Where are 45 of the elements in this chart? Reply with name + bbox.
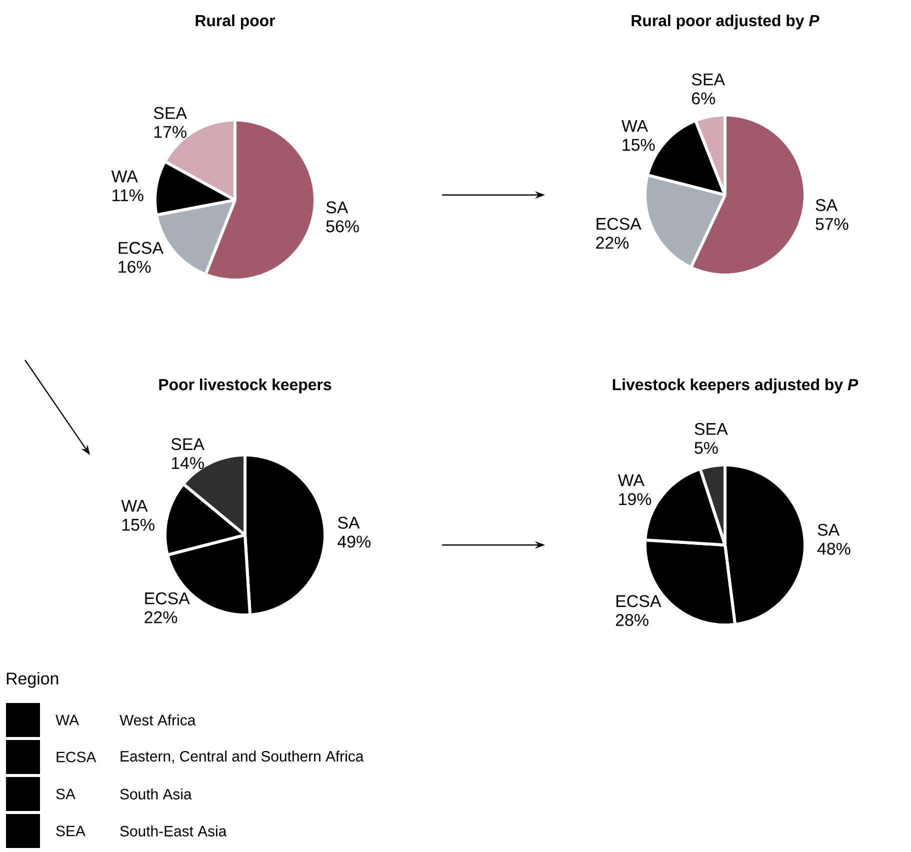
slice-label: ECSA [616, 595, 662, 608]
slice-label: SEA [692, 73, 726, 86]
data-label: 19% [619, 493, 652, 506]
data-label: 11% [112, 189, 144, 202]
slice-label: WA [622, 120, 648, 132]
slice-label: SA [818, 524, 840, 536]
slice-label: ECSA [596, 218, 642, 230]
slice-label: SA [816, 199, 838, 212]
data-label: 56% [326, 220, 359, 232]
slice-label: SA [338, 516, 360, 529]
slice-label: SEA [694, 422, 728, 435]
chart-title: Rural poor [196, 14, 276, 30]
chart-title: Livestock keepers adjusted by P [612, 378, 858, 394]
chart-title: Poor livestock keepers [159, 378, 332, 394]
data-label: 17% [154, 126, 186, 138]
category-label: WA [56, 714, 80, 726]
slice-label: WA [111, 170, 138, 182]
data-label: 22% [596, 236, 629, 249]
data-label: 6% [692, 92, 716, 104]
slice-label: ECSA [118, 242, 164, 254]
text: South-East Asia [120, 825, 227, 836]
slice-label: SEA [154, 107, 187, 120]
data-label: 57% [816, 218, 848, 230]
slice-label: SA [326, 201, 348, 214]
data-label: 22% [144, 611, 178, 624]
data-label: 49% [338, 536, 370, 548]
text: West Africa [120, 714, 196, 726]
data-label: 16% [118, 260, 151, 273]
text: Eastern, Central and Southern Africa [120, 750, 364, 764]
chart-title: Rural poor adjusted by P [632, 14, 820, 30]
category-label: SA [56, 788, 76, 800]
data-label: 48% [817, 542, 850, 555]
slice-label: WA [121, 500, 148, 512]
slice-label: WA [618, 474, 644, 486]
data-label: 5% [694, 442, 718, 454]
slice-label: SEA [171, 438, 204, 450]
data-label: 15% [122, 518, 154, 531]
data-label: 15% [622, 138, 655, 151]
category-label: ECSA [56, 752, 96, 762]
slice-label: ECSA [145, 592, 190, 604]
text: South Asia [120, 788, 192, 800]
category-label: SEA [56, 826, 86, 836]
data-label: 14% [172, 457, 204, 470]
text: Region [6, 672, 58, 688]
data-label: 28% [616, 614, 648, 626]
